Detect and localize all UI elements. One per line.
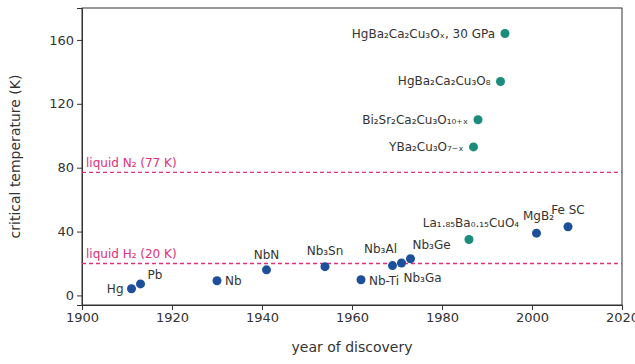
tick-label: 0	[66, 288, 74, 303]
tick-label: 120	[49, 96, 74, 111]
point	[469, 142, 478, 151]
point-label: MgB₂	[523, 209, 554, 223]
y-axis-title: critical temperature (K)	[7, 75, 23, 239]
tick: 120	[49, 96, 82, 111]
point-label: Nb	[225, 274, 242, 288]
tick-label: 2000	[516, 310, 549, 325]
point-label: NbN	[254, 248, 280, 262]
tick: 2020	[606, 305, 635, 325]
tick-label: 1980	[426, 310, 459, 325]
tick: 40	[57, 224, 82, 239]
point	[474, 115, 483, 124]
tick: 1920	[156, 305, 189, 325]
point-label: Bi₂Sr₂Ca₂Cu₃O₁₀₊ₓ	[362, 113, 468, 127]
point	[136, 279, 145, 288]
tick: 1940	[246, 305, 279, 325]
tick-mark	[77, 168, 82, 169]
point	[465, 235, 474, 244]
point-label: Nb₃Sn	[307, 244, 344, 258]
reference-label: liquid H₂ (20 K)	[86, 247, 177, 261]
reference-label: liquid N₂ (77 K)	[86, 156, 177, 170]
tick-label: 2020	[606, 310, 635, 325]
tick-mark	[77, 232, 82, 233]
labels: liquid N₂ (77 K) liquid H₂ (20 K) Hg Pb Nb Nb…	[86, 27, 585, 296]
plot-frame	[82, 8, 622, 305]
reference-line	[82, 263, 622, 264]
point	[388, 261, 397, 270]
point-label: Nb₃Al	[364, 242, 397, 256]
point-label: YBa₂Cu₃O₇₋ₓ	[388, 140, 463, 154]
plot: 1900 1920 1940 1960 1980 2000 2020 0 40 80 120 160 l…	[49, 8, 635, 325]
tick-label: 160	[49, 33, 74, 48]
point-label: Hg	[107, 282, 124, 296]
tick: 160	[49, 33, 82, 48]
point	[213, 276, 222, 285]
x-axis-title: year of discovery	[292, 339, 413, 355]
axis-line	[77, 9, 83, 306]
point	[564, 222, 573, 231]
point-label: Pb	[148, 268, 163, 282]
tick-label: 1900	[66, 310, 99, 325]
tick: 0	[66, 288, 82, 303]
y-axis: 0 40 80 120 160	[49, 9, 82, 306]
point	[496, 77, 505, 86]
tick-mark	[77, 104, 82, 105]
tick-label: 1940	[246, 310, 279, 325]
tick-label: 80	[57, 160, 74, 175]
point-label: Fe SC	[551, 203, 584, 217]
tick-label: 1960	[336, 310, 369, 325]
point	[532, 229, 541, 238]
tick: 1980	[426, 305, 459, 325]
tick: 80	[57, 160, 82, 175]
point-label: HgBa₂Ca₂Cu₃O₈	[398, 74, 491, 88]
point-label: Nb₃Ge	[413, 238, 451, 252]
point	[321, 262, 330, 271]
point-label: Nb₃Ga	[404, 271, 442, 285]
reference-line	[82, 172, 622, 173]
tick-label: 1920	[156, 310, 189, 325]
tick-label: 40	[57, 224, 74, 239]
point-label: HgBa₂Ca₂Cu₃Oₓ, 30 GPa	[352, 27, 495, 41]
tick: 1960	[336, 305, 369, 325]
point	[397, 259, 406, 268]
point	[262, 265, 271, 274]
tick-mark	[77, 295, 82, 296]
point	[406, 254, 415, 263]
tick-mark	[77, 40, 82, 41]
point-label: La₁.₈₅Ba₀.₁₅CuO₄	[423, 216, 520, 230]
chart: 1900 1920 1940 1960 1980 2000 2020 0 40 80 120 160 l…	[0, 0, 635, 364]
point	[501, 29, 510, 38]
tick: 2000	[516, 305, 549, 325]
point-label: Nb-Ti	[369, 274, 399, 288]
point	[127, 284, 136, 293]
point	[357, 275, 366, 284]
x-axis: 1900 1920 1940 1960 1980 2000 2020	[66, 305, 635, 325]
marks	[82, 29, 622, 293]
tick: 1900	[66, 305, 99, 325]
